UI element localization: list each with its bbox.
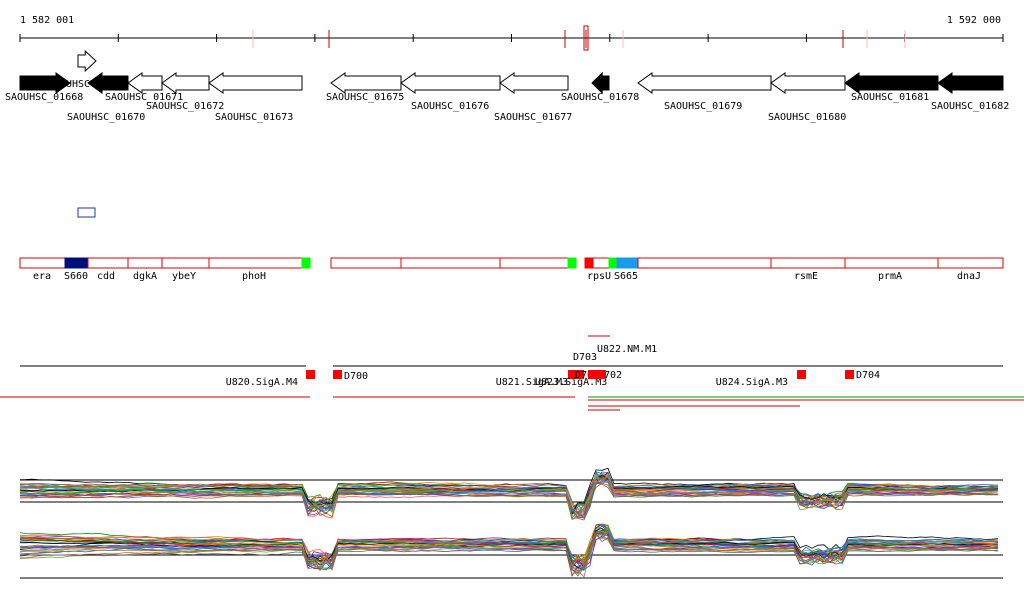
expression-trace (19, 474, 999, 515)
gene-label: SAOUHSC_01675 (326, 92, 404, 103)
gene-label: SAOUHSC_01670 (67, 112, 145, 123)
gene (127, 72, 163, 94)
ruler-mark (583, 25, 589, 51)
promoter-label: U823.SigA.M3 (535, 377, 607, 388)
gene (770, 72, 846, 94)
gene (591, 71, 610, 95)
gene (637, 72, 772, 94)
feature-label: S665 (614, 271, 638, 282)
feature (161, 257, 210, 269)
promoter-label: D700 (344, 371, 368, 382)
feature (616, 257, 639, 269)
feature (567, 257, 577, 269)
gene-label: SAOUHSC_01673 (215, 112, 293, 123)
expression-trace (19, 531, 999, 575)
feature-label: dnaJ (957, 271, 981, 282)
feature (400, 257, 501, 269)
promoter-label: D701 (575, 370, 599, 381)
feature-label: prmA (878, 271, 902, 282)
promoter-mark (306, 370, 315, 379)
feature-label: ybeY (172, 271, 196, 282)
feature (127, 257, 163, 269)
promoter-mark (597, 370, 606, 379)
gene (400, 72, 501, 94)
promoter-label: U824.SigA.M3 (716, 377, 788, 388)
promoter-mark (568, 370, 577, 379)
feature (208, 257, 303, 269)
gene (19, 72, 71, 94)
feature-label: phoH (242, 271, 266, 282)
gene-label: SAOUHSC_01672 (146, 101, 224, 112)
expression-trace (19, 475, 999, 519)
feature-label: rpsU (587, 271, 611, 282)
feature (499, 257, 569, 269)
expression-trace (19, 483, 999, 521)
gene (937, 72, 1004, 94)
promoter-mark (845, 370, 854, 379)
promoter-label: U822.NM.M1 (597, 344, 657, 355)
gene (77, 49, 97, 73)
feature (584, 257, 594, 269)
feature (330, 257, 402, 269)
promoter-label: D704 (856, 370, 880, 381)
ruler-end: 1 592 000 (947, 15, 1001, 26)
promoter-mark (797, 370, 806, 379)
feature (937, 257, 1004, 269)
feature-label: era (33, 271, 51, 282)
gene (208, 72, 303, 94)
expression-trace (19, 533, 999, 577)
gene-label: SAOUHSC_01681 (851, 92, 929, 103)
promoter-mark (333, 370, 342, 379)
promoter-mark (575, 370, 584, 379)
expression-trace (19, 482, 999, 520)
feature-label: S660 (64, 271, 88, 282)
gene-label: SAOUHSC_01671 (105, 92, 183, 103)
promoter-label: U821.SigA.M3 (496, 377, 568, 388)
promoter-label: D703 (573, 352, 597, 363)
expression-trace (19, 476, 999, 518)
expression-trace (19, 533, 999, 575)
feature (87, 257, 129, 269)
feature-label: rsmE (794, 271, 818, 282)
gene-label: SAOUHSC_01677 (494, 112, 572, 123)
feature (301, 257, 311, 269)
feature (844, 257, 939, 269)
promoter-mark (588, 370, 597, 379)
promoter-label: D702 (598, 370, 622, 381)
feature-label: dgkA (133, 271, 157, 282)
gene (87, 72, 129, 94)
expression-trace (19, 477, 999, 518)
feature (608, 257, 618, 269)
feature (637, 257, 772, 269)
gene (499, 72, 569, 94)
gene (844, 72, 939, 94)
gene (161, 72, 210, 94)
ruler-start: 1 582 001 (20, 15, 74, 26)
expression-trace (19, 526, 999, 570)
gene-label: SAOUHSC_01682 (931, 101, 1009, 112)
promoter-label: U820.SigA.M4 (226, 377, 298, 388)
gene-label: SAOUHSC_01679 (664, 101, 742, 112)
feature (592, 257, 610, 269)
gene-label: SAOUHSC_01678 (561, 92, 639, 103)
gene-label: SAOUHSC_01668 (5, 92, 83, 103)
gene-label: UHSC (66, 79, 90, 90)
gene-label: SAOUHSC_01676 (411, 101, 489, 112)
gene-label: SAOUHSC_01680 (768, 112, 846, 123)
marker (77, 207, 96, 218)
feature-label: cdd (97, 271, 115, 282)
expression-trace (19, 476, 999, 520)
feature (64, 257, 89, 269)
expression-trace (19, 531, 999, 571)
feature (770, 257, 846, 269)
gene (330, 72, 402, 94)
feature (19, 257, 66, 269)
